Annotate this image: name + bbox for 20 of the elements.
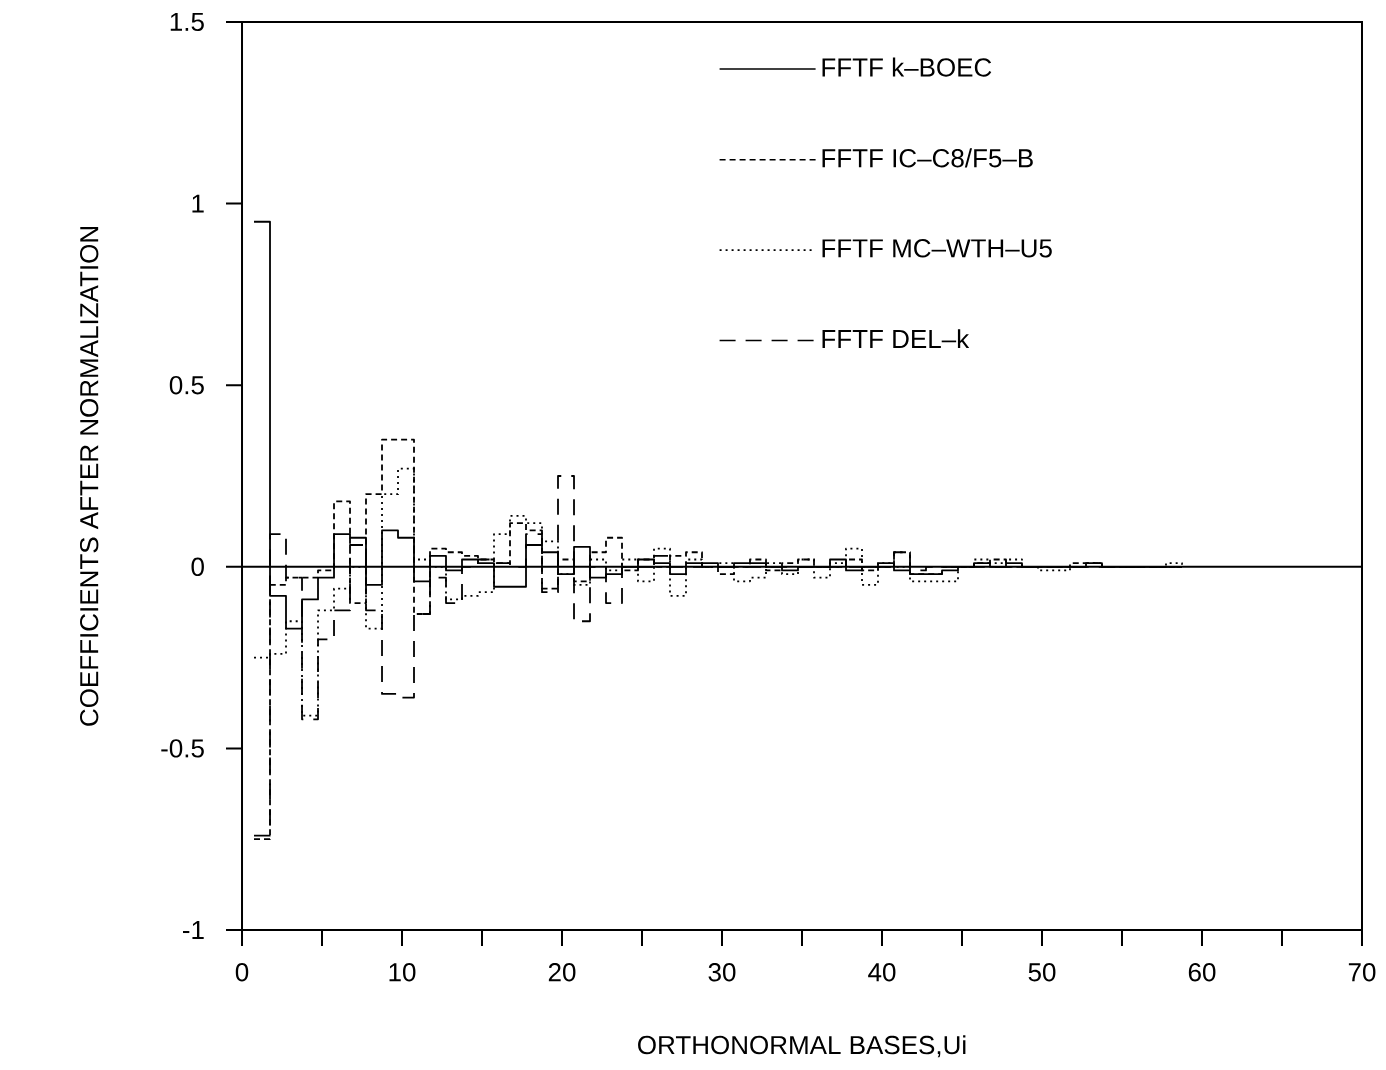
legend-label: FFTF MC–WTH–U5 [822,239,1052,258]
x-tick-label: 30 [708,963,736,982]
x-tick-label: 70 [1348,963,1376,982]
y-tick-label: 0.5 [169,375,204,395]
y-axis-title: COEFFICIENTS AFTER NORMALIZATION [79,226,99,726]
x-tick-label: 60 [1188,963,1216,982]
y-tick-label: -0.5 [161,739,204,758]
y-tick-label: 1 [192,194,204,213]
y-tick-label: 1.5 [170,12,204,32]
legend-label: FFTF k–BOEC [822,57,992,77]
y-tick-label: 0 [191,557,204,576]
x-tick-label: 40 [868,963,896,982]
x-axis-title: ORTHONORMAL BASES,Ui [638,1035,966,1058]
x-tick-label: 50 [1028,963,1056,982]
legend-label: FFTF IC–C8/F5–B [822,148,1033,168]
y-tick-label: -1 [182,921,204,939]
legend-label: FFTF DEL–k [822,329,970,348]
x-tick-label: 20 [548,963,576,982]
x-tick-label: 10 [389,963,416,982]
x-tick-label: 0 [235,963,249,982]
